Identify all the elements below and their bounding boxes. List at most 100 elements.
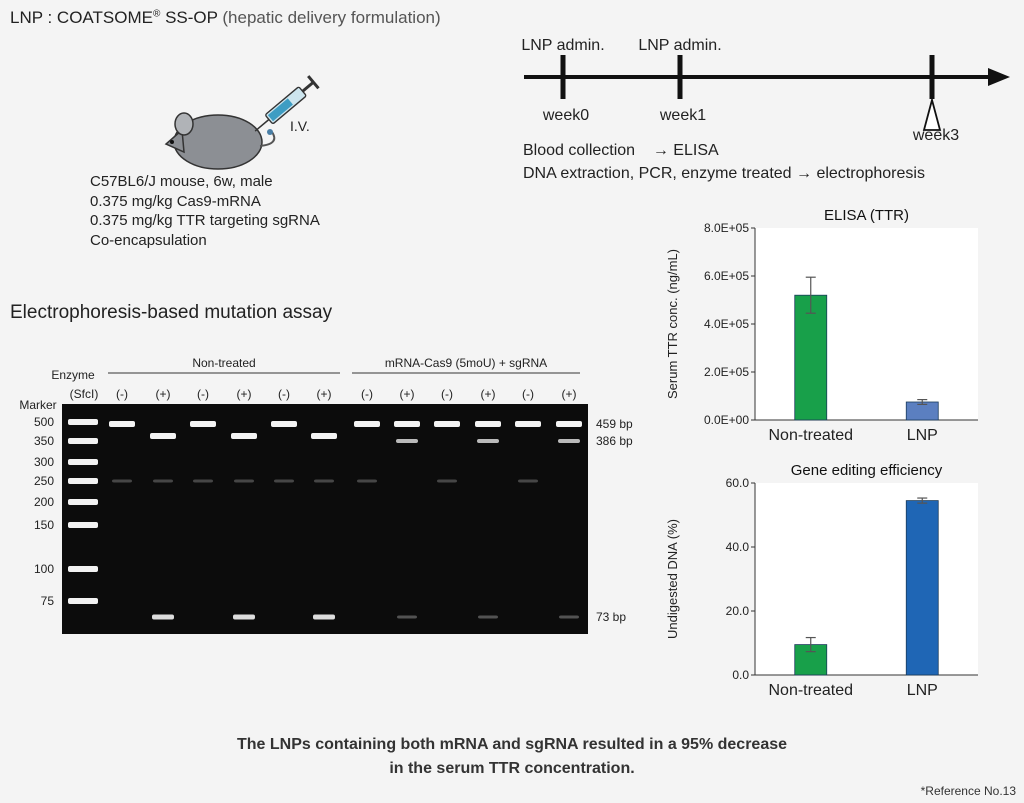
lane-label: (+) bbox=[481, 387, 496, 401]
gel-band bbox=[394, 421, 420, 427]
gel-band bbox=[274, 479, 294, 483]
marker-band bbox=[68, 499, 98, 505]
gel-band bbox=[150, 433, 176, 439]
gel-band bbox=[354, 421, 380, 427]
sgrna-dose: 0.375 mg/kg TTR targeting sgRNA bbox=[90, 212, 320, 229]
band-label-73: 73 bp bbox=[596, 610, 626, 624]
marker-size-label: 300 bbox=[34, 455, 54, 469]
marker-size-label: 500 bbox=[34, 415, 54, 429]
lane-label: (+) bbox=[156, 387, 171, 401]
marker-band bbox=[68, 566, 98, 572]
elisa-category-label: Non-treated bbox=[769, 427, 854, 444]
lane-label: (-) bbox=[197, 387, 209, 401]
editing-title: Gene editing efficiency bbox=[791, 462, 943, 479]
gel-band bbox=[556, 421, 582, 427]
gel-band bbox=[313, 614, 335, 620]
marker-band bbox=[68, 478, 98, 484]
lane-label: (+) bbox=[237, 387, 252, 401]
gel-band bbox=[153, 479, 173, 483]
mouse-strain: C57BL6/J mouse, 6w, male bbox=[90, 173, 273, 190]
mouse-info: C57BL6/J mouse, 6w, male 0.375 mg/kg Cas… bbox=[90, 172, 320, 250]
elisa-chart: ELISA (TTR) 0.0E+00 2.0E+05 4.0E+05 6.0E+05 8… bbox=[665, 207, 978, 444]
week1-label: week1 bbox=[659, 107, 706, 124]
marker-size-label: 75 bbox=[41, 594, 55, 608]
week0-label: week0 bbox=[542, 107, 589, 124]
marker-band bbox=[68, 438, 98, 444]
marker-band bbox=[68, 419, 98, 425]
formulation-header: LNP : COATSOME® SS-OP (hepatic delivery … bbox=[10, 8, 441, 28]
mouse-syringe-illustration bbox=[164, 75, 320, 170]
conclusion-line-1: The LNPs containing both mRNA and sgRNA … bbox=[236, 736, 788, 753]
enzyme-name: (SfcI) bbox=[70, 387, 99, 401]
gel-band bbox=[193, 479, 213, 483]
marker-size-label: 100 bbox=[34, 562, 54, 576]
gel-band bbox=[434, 421, 460, 427]
lane-label: (+) bbox=[317, 387, 332, 401]
lane-label: (-) bbox=[361, 387, 373, 401]
gel-band bbox=[478, 615, 498, 619]
admin-label-1: LNP admin. bbox=[521, 37, 604, 54]
elisa-category-label: LNP bbox=[907, 427, 938, 444]
editing-y-tick-label: 0.0 bbox=[732, 668, 749, 682]
formulation-description: (hepatic delivery formulation) bbox=[217, 8, 441, 27]
gel-band bbox=[397, 615, 417, 619]
marker-size-label: 150 bbox=[34, 518, 54, 532]
elisa-y-label: Serum TTR conc. (ng/mL) bbox=[665, 249, 680, 399]
gel-band bbox=[558, 439, 580, 443]
gene-editing-chart: Gene editing efficiency 0.0 20.0 40.0 60.0 Un… bbox=[665, 462, 978, 699]
lane-label: (-) bbox=[522, 387, 534, 401]
enzyme-label: Enzyme bbox=[51, 368, 95, 382]
elisa-bar bbox=[794, 294, 828, 421]
gel-band bbox=[477, 439, 499, 443]
gel-band bbox=[396, 439, 418, 443]
band-label-459: 459 bp bbox=[596, 417, 633, 431]
gel-band bbox=[559, 615, 579, 619]
gel-band bbox=[234, 479, 254, 483]
gel-band bbox=[314, 479, 334, 483]
conclusion-line-2: in the serum TTR concentration. bbox=[389, 760, 635, 777]
gel-image bbox=[62, 404, 588, 634]
conclusion: The LNPs containing both mRNA and sgRNA … bbox=[0, 733, 1024, 781]
gel-band bbox=[109, 421, 135, 427]
band-label-386: 386 bp bbox=[596, 434, 633, 448]
gel-band bbox=[271, 421, 297, 427]
gel-band bbox=[475, 421, 501, 427]
lane-label: (-) bbox=[278, 387, 290, 401]
gel-band bbox=[357, 479, 377, 483]
editing-category-label: Non-treated bbox=[769, 682, 854, 699]
admin-label-2: LNP admin. bbox=[638, 37, 721, 54]
marker-band bbox=[68, 459, 98, 465]
gel-band bbox=[152, 614, 174, 620]
marker-size-label: 350 bbox=[34, 434, 54, 448]
gel-band bbox=[518, 479, 538, 483]
gel-band bbox=[311, 433, 337, 439]
encapsulation-note: Co-encapsulation bbox=[90, 231, 207, 249]
editing-y-tick-label: 60.0 bbox=[726, 476, 750, 490]
formulation-prefix: LNP : COATSOME bbox=[10, 8, 153, 27]
editing-y-tick-label: 20.0 bbox=[726, 604, 750, 618]
editing-y-label: Undigested DNA (%) bbox=[665, 519, 680, 639]
elisa-y-tick-label: 0.0E+00 bbox=[704, 413, 749, 427]
lane-label: (-) bbox=[441, 387, 453, 401]
lane-label: (+) bbox=[400, 387, 415, 401]
lane-label: (+) bbox=[562, 387, 577, 401]
gel-title: Electrophoresis-based mutation assay bbox=[10, 302, 333, 323]
syringe-icon bbox=[254, 75, 320, 132]
marker-label: Marker bbox=[19, 398, 56, 412]
marker-band bbox=[68, 598, 98, 604]
group-label-treated: mRNA-Cas9 (5moU) + sgRNA bbox=[385, 356, 547, 370]
editing-category-label: LNP bbox=[907, 682, 938, 699]
marker-size-label: 200 bbox=[34, 495, 54, 509]
reference-note: *Reference No.13 bbox=[920, 784, 1016, 798]
elisa-title: ELISA (TTR) bbox=[824, 207, 909, 224]
dna-extraction-step: DNA extraction, PCR, enzyme treated → el… bbox=[523, 165, 925, 182]
timeline: LNP admin. LNP admin. week0 week1 week3 bbox=[521, 37, 1010, 142]
editing-plot-area bbox=[755, 483, 978, 675]
lane-label: (-) bbox=[116, 387, 128, 401]
elisa-y-tick-label: 6.0E+05 bbox=[704, 269, 749, 283]
route-label: I.V. bbox=[290, 118, 310, 134]
formulation-name: SS-OP bbox=[160, 8, 218, 27]
gel-band bbox=[231, 433, 257, 439]
marker-band bbox=[68, 522, 98, 528]
collection-triangle-icon bbox=[922, 96, 942, 131]
